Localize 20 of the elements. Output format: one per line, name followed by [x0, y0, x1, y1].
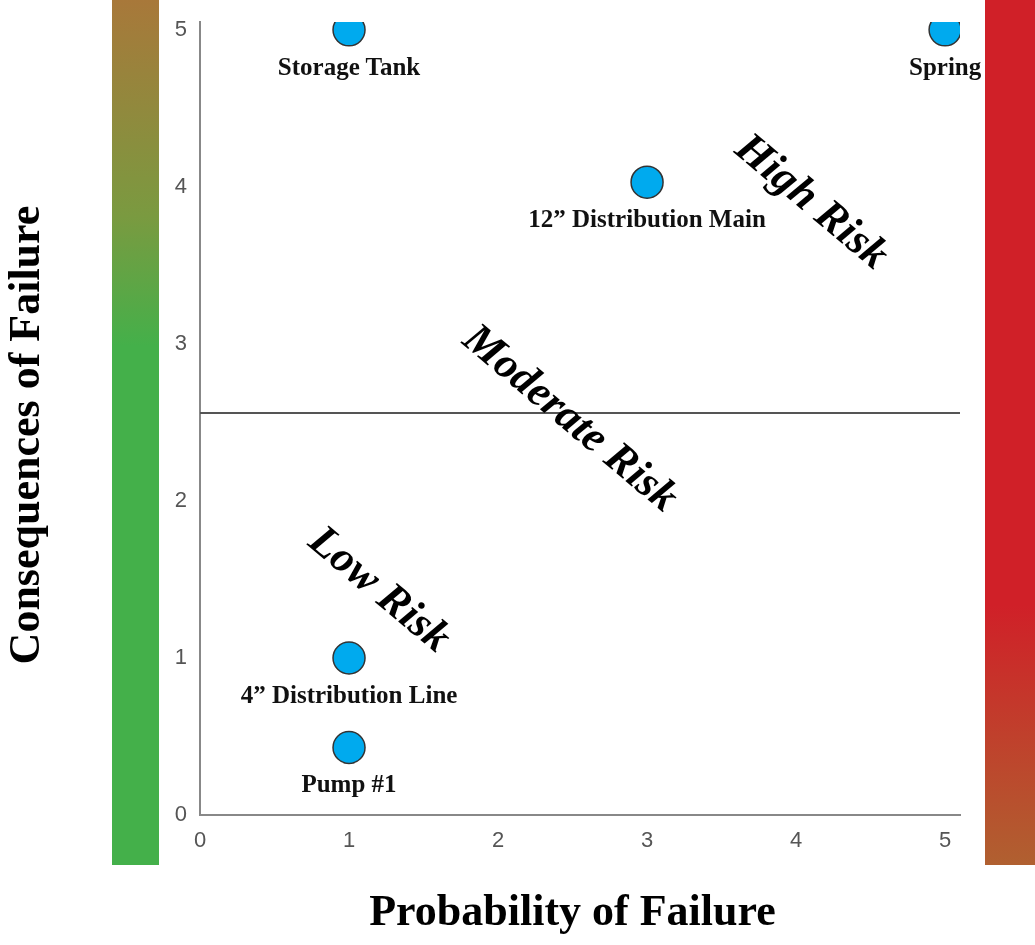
- y-tick-label: 2: [174, 487, 187, 512]
- series-label: 12” Distribution Main: [528, 205, 766, 233]
- x-tick-label: 3: [640, 827, 654, 853]
- series-label: Pump #1: [301, 770, 397, 798]
- y-axis-title: Consequences of Failure: [0, 204, 50, 667]
- series-label: Spring: [908, 52, 982, 80]
- x-tick-label: 2: [491, 827, 505, 853]
- x-tick-label: 1: [342, 827, 356, 853]
- series-label: 4” Distribution Line: [240, 680, 458, 708]
- y-tick-label: 1: [174, 644, 187, 670]
- y-tick-label: 5: [174, 15, 187, 41]
- annotation: Low Risk: [299, 514, 462, 662]
- x-tick-label: 0: [193, 827, 207, 853]
- x-tick-label: 4: [789, 827, 803, 853]
- x-tick-label: 5: [938, 827, 952, 853]
- y-tick-label: 3: [174, 329, 187, 355]
- y-tick-label: 4: [174, 172, 187, 198]
- y-tick-label: 0: [174, 801, 187, 827]
- x-axis-title: Probability of Failure: [368, 885, 777, 936]
- series-label: Storage Tank: [277, 52, 421, 80]
